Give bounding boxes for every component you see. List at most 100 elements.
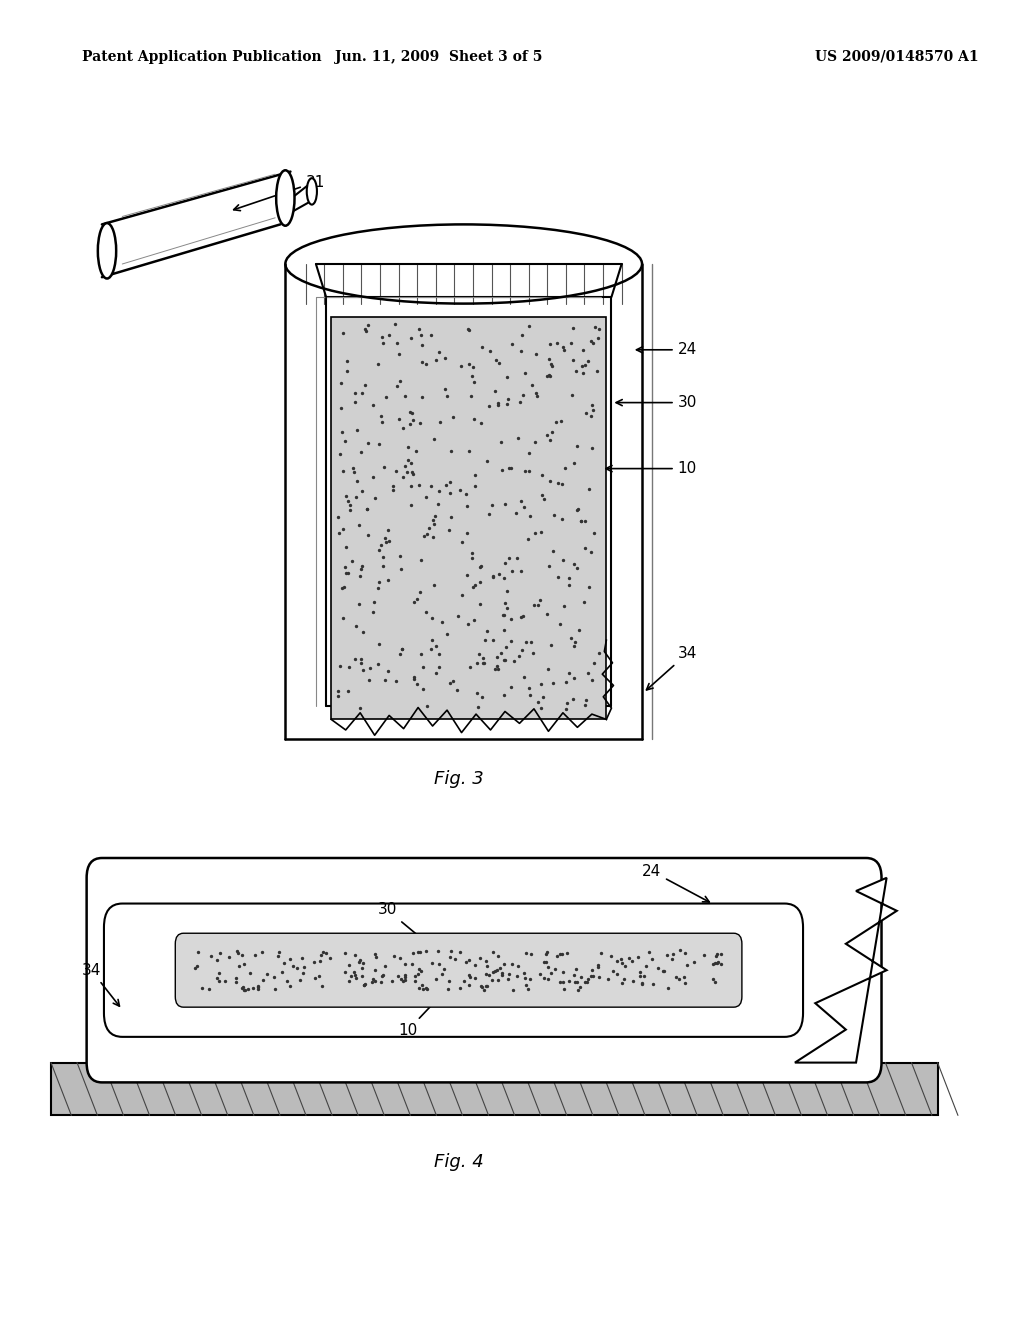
Point (534, 465, 550, 486)
Point (358, 499, 375, 520)
Point (499, 636, 515, 657)
Point (240, 979, 256, 1001)
Point (353, 957, 370, 978)
Point (423, 475, 439, 496)
Point (615, 969, 632, 990)
Point (359, 432, 376, 453)
Point (447, 949, 464, 970)
Point (394, 639, 411, 660)
Point (532, 590, 549, 611)
Point (566, 668, 583, 689)
Point (421, 517, 437, 539)
Point (283, 975, 299, 997)
Point (357, 375, 374, 396)
Point (402, 327, 419, 348)
Point (313, 975, 330, 997)
FancyBboxPatch shape (87, 858, 882, 1082)
Point (560, 568, 577, 589)
Point (201, 978, 217, 999)
Point (470, 697, 486, 718)
Point (625, 972, 641, 993)
Point (404, 463, 421, 484)
Point (501, 388, 517, 409)
Point (350, 594, 367, 615)
Point (554, 474, 570, 495)
Point (335, 519, 351, 540)
Point (430, 494, 446, 515)
Point (672, 969, 688, 990)
Point (400, 449, 417, 470)
Point (479, 956, 496, 977)
Point (415, 656, 431, 677)
Point (391, 371, 408, 392)
Point (543, 366, 559, 387)
Point (296, 957, 312, 978)
Point (586, 523, 602, 544)
Point (461, 441, 477, 462)
Point (465, 577, 481, 598)
Point (658, 945, 675, 966)
Point (413, 549, 429, 570)
Point (333, 397, 349, 418)
Text: Fig. 3: Fig. 3 (434, 770, 483, 788)
Point (560, 663, 577, 684)
Point (478, 950, 495, 972)
Text: 34: 34 (82, 962, 120, 1006)
Point (346, 383, 362, 404)
Point (605, 961, 622, 982)
Point (454, 531, 470, 552)
Point (395, 466, 412, 487)
Point (396, 455, 413, 477)
Point (630, 946, 646, 968)
Point (686, 952, 702, 973)
Point (345, 462, 361, 483)
Point (427, 506, 443, 527)
Point (469, 682, 485, 704)
Point (461, 974, 477, 995)
Point (341, 954, 357, 975)
Point (374, 326, 390, 347)
Point (255, 970, 271, 991)
Point (439, 624, 456, 645)
Point (353, 652, 370, 673)
Point (189, 941, 206, 962)
Point (504, 953, 520, 974)
Point (340, 491, 356, 512)
Point (381, 531, 397, 552)
Point (475, 652, 492, 673)
Point (282, 949, 298, 970)
Point (523, 375, 540, 396)
Point (345, 961, 361, 982)
Point (339, 350, 355, 371)
Point (194, 977, 210, 998)
Point (233, 978, 250, 999)
Point (418, 486, 434, 507)
Point (541, 556, 557, 577)
Point (609, 964, 626, 985)
Point (331, 523, 347, 544)
Point (391, 408, 408, 429)
Point (459, 523, 475, 544)
Point (377, 528, 393, 549)
Point (452, 941, 468, 962)
Point (460, 614, 476, 635)
Point (459, 495, 475, 516)
Point (481, 503, 498, 524)
Point (676, 966, 692, 987)
Point (454, 585, 470, 606)
Point (348, 487, 365, 508)
Point (334, 421, 350, 442)
Point (489, 659, 506, 680)
Point (461, 354, 477, 375)
Point (539, 366, 555, 387)
Point (557, 457, 573, 478)
Point (553, 411, 569, 432)
Point (475, 648, 492, 669)
Point (402, 453, 419, 474)
Point (366, 466, 382, 487)
Point (388, 459, 404, 480)
Point (516, 667, 532, 688)
Text: 34: 34 (646, 645, 697, 690)
Point (415, 351, 431, 372)
Point (337, 557, 353, 578)
